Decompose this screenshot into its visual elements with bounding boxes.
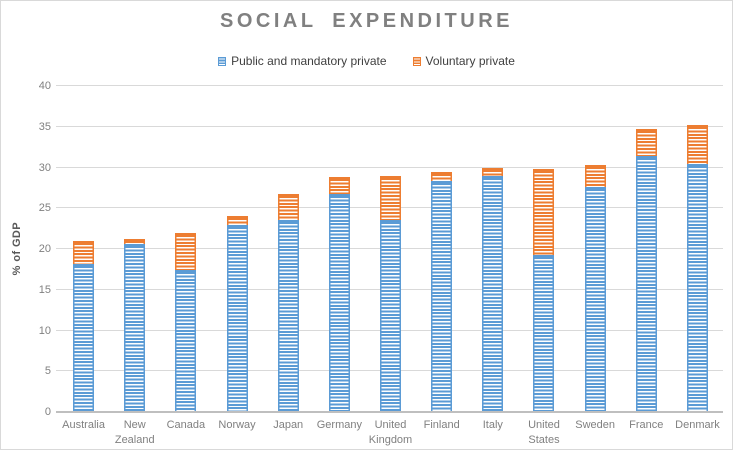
bar-segment-voluntary-private (124, 239, 146, 245)
x-axis-label: Italy (482, 419, 503, 431)
bar-united-kingdom (380, 176, 402, 412)
bar-segment-voluntary-private (533, 169, 555, 255)
bar-segment-public-mandatory-private (175, 270, 197, 412)
bar-australia (73, 240, 95, 412)
bar-segment-public-mandatory-private (380, 219, 402, 412)
bar-segment-voluntary-private (73, 240, 95, 264)
bar-segment-public-mandatory-private (431, 180, 453, 412)
bar-segment-voluntary-private (328, 177, 350, 195)
bar-segment-public-mandatory-private (533, 254, 555, 412)
y-axis-tick-labels: 0 5 10 15 20 25 30 35 40 (1, 80, 51, 418)
bar-sweden (584, 165, 606, 412)
bar-slot (518, 86, 569, 412)
bar-italy (482, 168, 504, 412)
bar-finland (431, 171, 453, 412)
legend-item-public: Public and mandatory private (218, 54, 387, 68)
y-axis-tick-label: 25 (38, 202, 51, 215)
bar-slot (621, 86, 672, 412)
bar-segment-voluntary-private (584, 165, 606, 188)
x-axis-line (56, 411, 723, 413)
bar-segment-voluntary-private (686, 125, 708, 165)
x-axis-label: New Zealand (114, 419, 155, 446)
legend-marker-voluntary-icon (412, 56, 421, 66)
x-axis-label: Canada (166, 419, 206, 431)
bar-slot (263, 86, 314, 412)
bar-france (635, 129, 657, 412)
bar-slot (416, 86, 467, 412)
bar-segment-voluntary-private (226, 216, 248, 225)
bar-segment-public-mandatory-private (584, 187, 606, 412)
bar-segment-voluntary-private (277, 194, 299, 220)
bar-segment-public-mandatory-private (328, 194, 350, 412)
y-axis-tick-label: 15 (38, 283, 51, 296)
bar-segment-public-mandatory-private (635, 156, 657, 412)
bar-new-zealand (124, 239, 146, 412)
legend-marker-public-icon (218, 56, 227, 66)
bar-slot (160, 86, 211, 412)
legend-label-public: Public and mandatory private (231, 54, 387, 68)
bar-segment-voluntary-private (380, 176, 402, 220)
bar-japan (277, 194, 299, 412)
y-axis-tick-label: 10 (38, 324, 51, 337)
x-axis-label: Norway (218, 419, 256, 431)
bar-slot (211, 86, 262, 412)
bar-segment-public-mandatory-private (277, 219, 299, 412)
x-axis-label: Sweden (575, 419, 616, 431)
bar-slot (570, 86, 621, 412)
bar-slot (314, 86, 365, 412)
legend-label-voluntary: Voluntary private (425, 54, 515, 68)
y-axis-tick-label: 40 (38, 80, 51, 92)
bar-segment-voluntary-private (175, 232, 197, 271)
x-axis-label: Germany (316, 419, 362, 431)
gridline (56, 166, 723, 168)
gridline (56, 125, 723, 127)
x-axis-label: United Kingdom (368, 419, 413, 446)
x-axis-label: Finland (423, 419, 460, 431)
bar-slot (109, 86, 160, 412)
chart-title: SOCIAL EXPENDITURE (220, 10, 513, 32)
bar-norway (226, 216, 248, 412)
bar-denmark (686, 125, 708, 412)
bar-segment-public-mandatory-private (73, 263, 95, 412)
x-axis-labels: Australia New Zealand Canada Norway Japan Ger… (58, 418, 723, 448)
bar-segment-public-mandatory-private (482, 175, 504, 412)
y-axis-tick-label: 30 (38, 161, 51, 174)
bar-segment-public-mandatory-private (226, 224, 248, 412)
bars (58, 86, 723, 412)
bar-segment-voluntary-private (431, 171, 453, 181)
bar-canada (175, 232, 197, 412)
bar-slot (58, 86, 109, 412)
y-axis-tick-label: 0 (44, 406, 51, 418)
x-axis-label: Australia (62, 419, 105, 431)
bar-slot (467, 86, 518, 412)
y-axis-tick-label: 35 (38, 120, 51, 133)
x-axis-label: Denmark (675, 419, 720, 431)
bar-slot (365, 86, 416, 412)
bar-segment-public-mandatory-private (124, 244, 146, 412)
bar-united-states (533, 169, 555, 412)
y-axis-tick-label: 20 (38, 243, 51, 255)
gridline (56, 85, 723, 86)
x-axis-label: France (629, 419, 664, 431)
bar-segment-voluntary-private (482, 168, 504, 176)
bar-segment-public-mandatory-private (686, 164, 708, 412)
bar-germany (328, 177, 350, 412)
bar-segment-voluntary-private (635, 129, 657, 157)
bar-slot (672, 86, 723, 412)
legend: Public and mandatory private Voluntary p… (1, 54, 732, 68)
x-axis-label: Japan (273, 419, 304, 431)
legend-item-voluntary: Voluntary private (412, 54, 515, 68)
plot-area (56, 85, 723, 413)
y-axis-tick-label: 5 (44, 365, 51, 378)
x-axis-label: United States (528, 419, 560, 446)
